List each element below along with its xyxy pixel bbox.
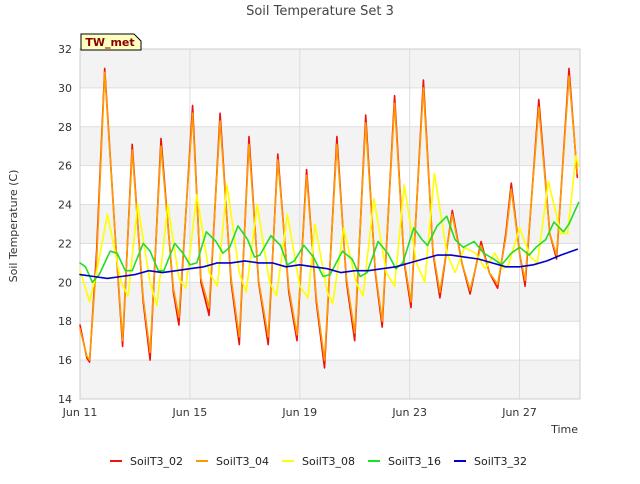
y-tick-label: 14 [58, 393, 72, 406]
grid-band [80, 126, 580, 166]
series-line-soilt3_32 [79, 248, 579, 280]
x-axis-ticks: Jun 11 Jun 15 Jun 19 Jun 23 Jun 27 [62, 406, 537, 419]
grid-band [80, 204, 580, 244]
y-tick-label: 30 [58, 82, 72, 95]
y-tick-label: 18 [58, 315, 72, 328]
y-tick-label: 22 [58, 237, 72, 250]
x-tick-label: Jun 15 [172, 406, 208, 419]
legend-label: SoilT3_08 [302, 455, 355, 468]
y-tick-label: 26 [58, 160, 72, 173]
site-badge: TW_met [80, 33, 142, 51]
legend-item-soilt3_04: SoilT3_04 [196, 455, 269, 468]
site-badge-label: TW_met [85, 36, 134, 49]
y-tick-label: 32 [58, 43, 72, 56]
grid-band [80, 282, 580, 322]
series-layer [79, 67, 580, 369]
legend-label: SoilT3_16 [388, 455, 441, 468]
background-bands [80, 49, 580, 399]
legend-label: SoilT3_04 [216, 455, 269, 468]
y-tick-label: 16 [58, 354, 72, 367]
y-tick-label: 28 [58, 121, 72, 134]
site-badge-shape [80, 33, 142, 51]
series-line-soilt3_08 [79, 155, 580, 307]
x-axis-label: Time [550, 423, 578, 436]
legend-item-soilt3_32: SoilT3_32 [454, 455, 527, 468]
y-tick-label: 20 [58, 276, 72, 289]
plot-frame [79, 48, 581, 400]
legend-label: SoilT3_02 [130, 455, 183, 468]
y-axis-ticks: 14 16 18 20 22 24 26 28 30 32 [58, 43, 72, 406]
legend-label: SoilT3_32 [474, 455, 527, 468]
x-tick-label: Jun 19 [281, 406, 317, 419]
y-tick-label: 24 [58, 199, 72, 212]
legend-item-soilt3_16: SoilT3_16 [368, 455, 441, 468]
grid-band [80, 49, 580, 88]
x-tick-label: Jun 23 [391, 406, 427, 419]
legend: SoilT3_02 SoilT3_04 SoilT3_08 SoilT3_16 Soil… [110, 455, 527, 468]
x-tick-label: Jun 27 [501, 406, 537, 419]
series-line-soilt3_04 [79, 71, 579, 361]
legend-item-soilt3_08: SoilT3_08 [282, 455, 355, 468]
series-line-soilt3_02 [79, 67, 579, 369]
chart-title: Soil Temperature Set 3 [246, 4, 394, 19]
grid-band [80, 360, 580, 399]
x-tick-label: Jun 11 [62, 406, 98, 419]
y-axis-label: Soil Temperature (C) [7, 170, 20, 283]
legend-item-soilt3_02: SoilT3_02 [110, 455, 183, 468]
